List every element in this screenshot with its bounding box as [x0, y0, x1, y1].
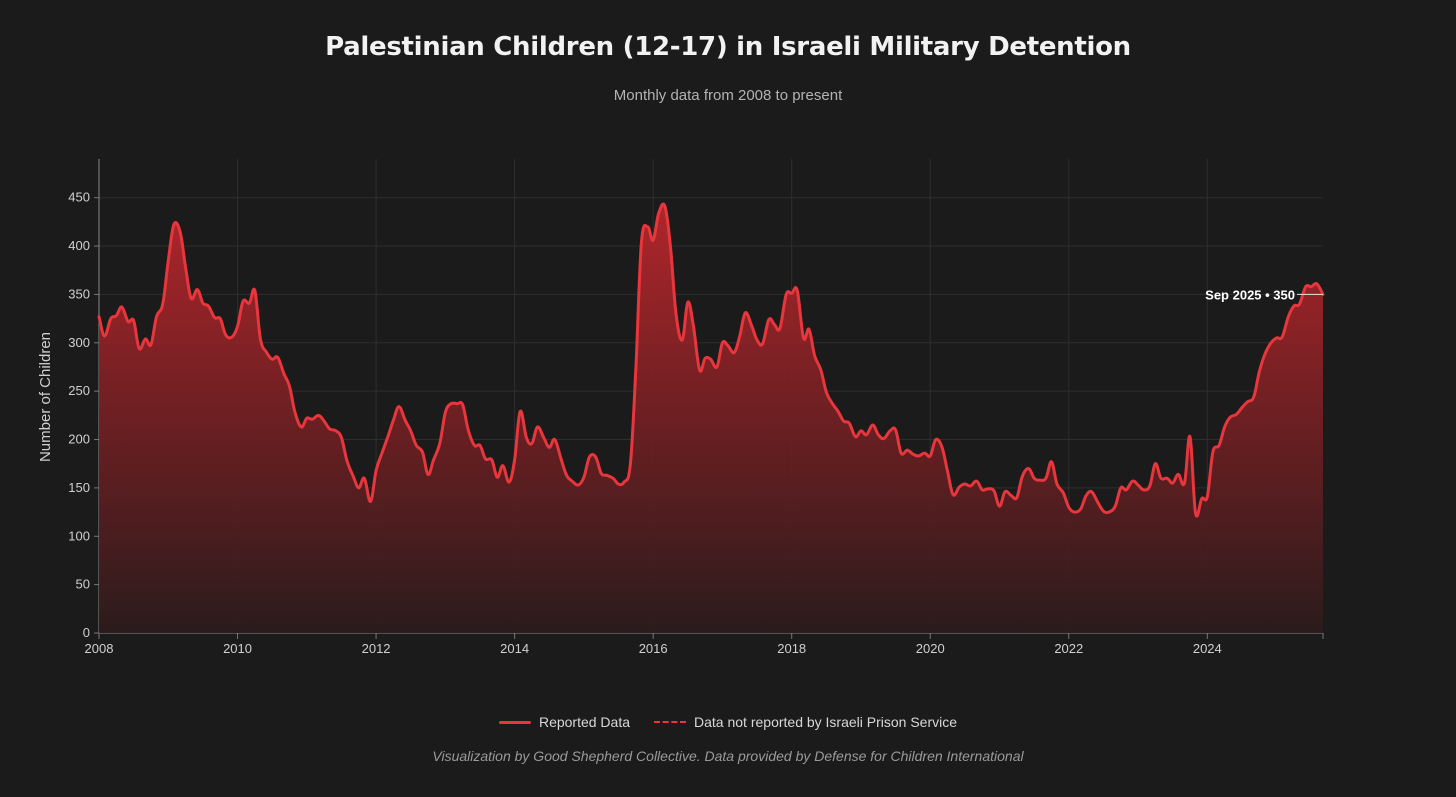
x-tick-label: 2008 [85, 641, 114, 656]
y-tick-label: 300 [68, 335, 90, 350]
series-line-reported [97, 202, 1325, 518]
legend-swatch-solid [498, 720, 531, 724]
chart-subtitle: Monthly data from 2008 to present [613, 87, 843, 104]
x-tick-label: 2014 [500, 641, 529, 656]
annotation-label: Sep 2025 • 350 [1205, 287, 1295, 302]
x-tick-label: 2020 [916, 641, 945, 656]
x-tick-label: 2024 [1193, 641, 1222, 656]
y-tick-label: 50 [76, 577, 90, 592]
y-tick-label: 0 [83, 625, 90, 640]
chart-title: Palestinian Children (12-17) in Israeli … [325, 32, 1131, 62]
y-tick-label: 350 [68, 286, 90, 301]
tick-labels: 0 50 100 150 200 250 300 350 400 450 2008 2010 2012 2… [68, 190, 1221, 656]
y-tick-label: 150 [68, 480, 90, 495]
x-tick-label: 2016 [639, 641, 668, 656]
legend-label-reported: Reported Data [538, 714, 631, 730]
x-tick-label: 2010 [223, 641, 252, 656]
legend-item-not-reported[interactable]: Data not reported by Israeli Prison Serv… [654, 714, 957, 730]
y-axis-label: Number of Children [37, 332, 54, 462]
credit-footer: Visualization by Good Shepherd Collectiv… [432, 748, 1024, 764]
y-tick-label: 100 [68, 528, 90, 543]
x-tick-label: 2022 [1054, 641, 1083, 656]
legend-item-reported[interactable]: Reported Data [498, 714, 631, 730]
y-tick-label: 250 [68, 383, 90, 398]
series-area-reported [99, 204, 1323, 633]
x-tick-label: 2018 [777, 641, 806, 656]
x-tick-label: 2012 [362, 641, 391, 656]
legend: Reported Data Data not reported by Israe… [0, 714, 1456, 730]
legend-swatch-dashed [654, 721, 687, 723]
y-tick-label: 450 [68, 190, 90, 205]
y-tick-label: 200 [68, 432, 90, 447]
y-tick-label: 400 [68, 238, 90, 253]
legend-label-not-reported: Data not reported by Israeli Prison Serv… [694, 714, 958, 730]
